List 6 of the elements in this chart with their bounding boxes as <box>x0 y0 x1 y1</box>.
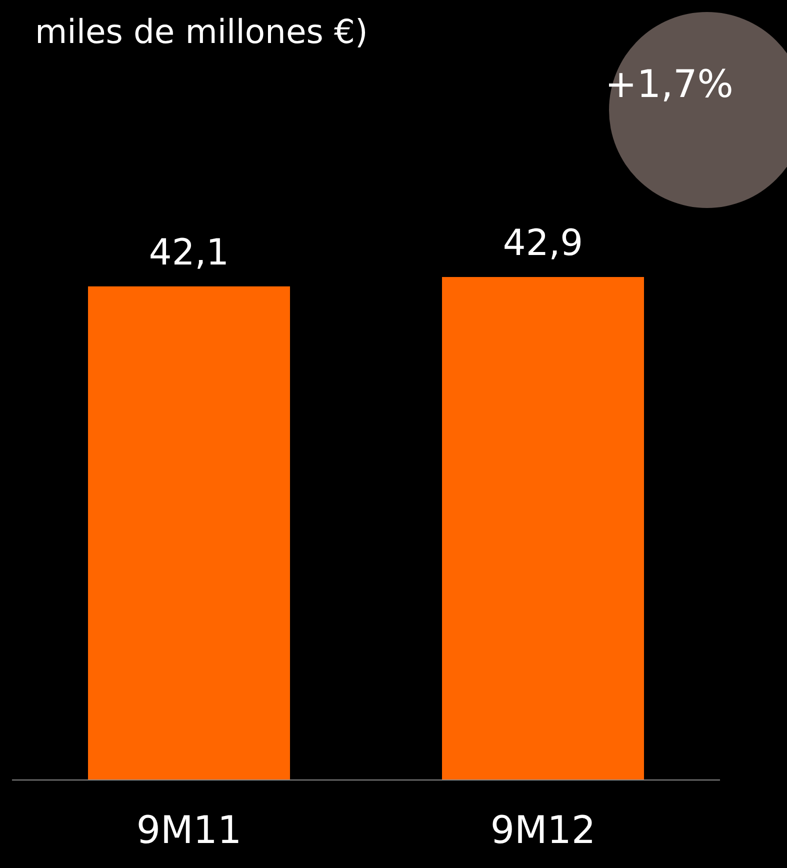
x-tick-label: 9M12 <box>490 808 596 852</box>
x-tick-label: 9M11 <box>136 808 242 852</box>
text: +1,7% <box>605 62 734 106</box>
data-label: 42,9 <box>502 223 584 264</box>
data-label: 42,1 <box>148 232 230 274</box>
chart-title: miles de millones €) <box>35 12 368 51</box>
